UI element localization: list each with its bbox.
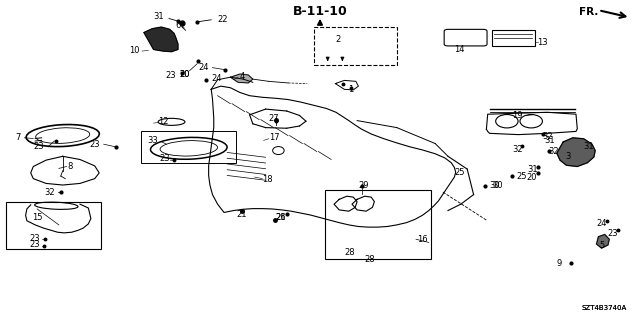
Text: 32: 32: [548, 147, 559, 156]
Text: SZT4B3740A: SZT4B3740A: [582, 305, 627, 311]
Text: 33: 33: [147, 137, 157, 145]
Text: 6: 6: [175, 21, 180, 30]
Bar: [314, 27, 397, 65]
Text: 31: 31: [584, 142, 594, 151]
Text: 31: 31: [544, 137, 554, 145]
Text: 25: 25: [454, 168, 465, 177]
Polygon shape: [144, 27, 178, 52]
Polygon shape: [596, 234, 609, 248]
Text: 3: 3: [566, 152, 571, 161]
Text: 32: 32: [45, 188, 55, 197]
Text: 13: 13: [538, 38, 548, 47]
Text: 20: 20: [179, 70, 189, 78]
Text: 14: 14: [454, 45, 465, 54]
Text: 23: 23: [90, 140, 100, 149]
Bar: [325, 190, 431, 259]
Text: 2: 2: [335, 35, 340, 44]
Text: FR.: FR.: [579, 7, 598, 17]
Text: 28: 28: [365, 255, 375, 263]
Text: 26: 26: [275, 213, 285, 222]
Text: 31: 31: [154, 12, 164, 21]
Text: 7: 7: [15, 133, 20, 142]
Text: 23: 23: [30, 241, 40, 249]
Text: 21: 21: [275, 213, 285, 222]
Text: 12: 12: [158, 117, 168, 126]
Text: 23: 23: [608, 229, 618, 238]
Text: 10: 10: [129, 46, 140, 55]
Text: 1: 1: [348, 85, 353, 94]
Text: 31: 31: [527, 165, 538, 174]
Text: 8: 8: [68, 162, 73, 171]
Text: 4: 4: [239, 72, 244, 81]
Text: 30: 30: [490, 181, 500, 190]
Text: 18: 18: [262, 175, 273, 184]
Text: 30: 30: [493, 181, 503, 190]
Text: 32: 32: [542, 132, 552, 141]
Text: 24: 24: [212, 74, 222, 83]
Text: 17: 17: [269, 133, 279, 142]
Text: 21: 21: [237, 210, 247, 219]
Text: 9: 9: [557, 259, 562, 268]
Text: 20: 20: [179, 70, 189, 78]
Text: 5: 5: [599, 241, 604, 250]
Bar: [141, 131, 236, 163]
Text: 22: 22: [218, 15, 228, 24]
Text: B-11-10: B-11-10: [292, 5, 348, 18]
Text: 23: 23: [33, 142, 44, 151]
Text: 23: 23: [160, 154, 170, 163]
Text: 28: 28: [345, 248, 355, 257]
Polygon shape: [557, 138, 595, 167]
Bar: [6, 202, 101, 249]
Text: 27: 27: [269, 114, 279, 123]
Text: 23: 23: [30, 234, 40, 243]
Bar: [492, 30, 535, 46]
Text: 24: 24: [198, 63, 209, 72]
Text: 32: 32: [512, 145, 522, 154]
Text: 19: 19: [512, 111, 522, 120]
Text: 29: 29: [358, 181, 369, 190]
Text: 20: 20: [526, 173, 536, 182]
Text: 16: 16: [417, 235, 428, 244]
Text: 23: 23: [166, 71, 176, 80]
Polygon shape: [230, 74, 253, 83]
Text: SZT4B3740A: SZT4B3740A: [582, 305, 627, 311]
Text: 24: 24: [596, 219, 607, 228]
Text: 25: 25: [516, 172, 527, 181]
Text: 15: 15: [32, 213, 42, 222]
